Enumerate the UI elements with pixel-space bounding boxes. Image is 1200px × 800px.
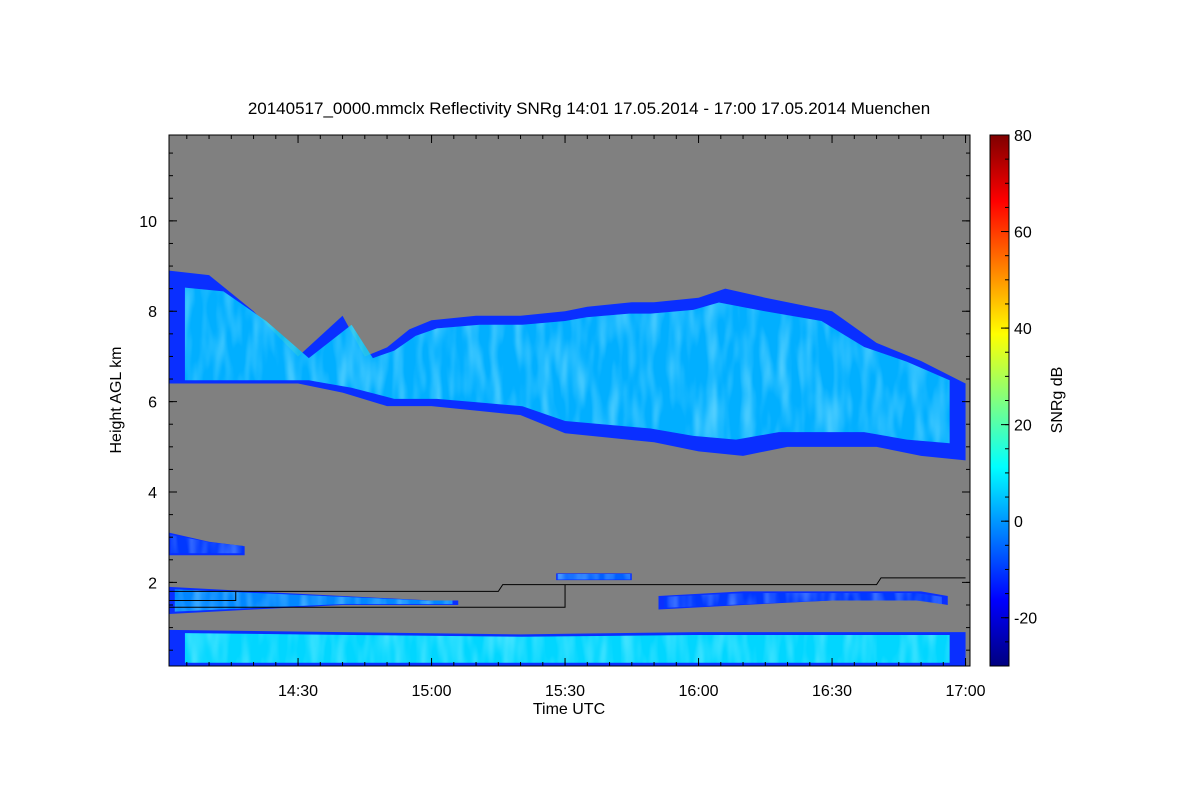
echo-texture-5	[184, 633, 950, 663]
colorbar-tick-label: 20	[1014, 418, 1032, 435]
x-tick-label: 16:00	[679, 683, 719, 700]
x-tick-label: 17:00	[946, 683, 986, 700]
plot-frame	[168, 134, 971, 667]
echo-region-5	[169, 629, 966, 666]
colorbar-tick-label: 0	[1014, 514, 1023, 531]
colorbar: -20 0 20 40 60 80 SNRg dB	[989, 128, 1066, 667]
chart-title: 20140517_0000.mmclx Reflectivity SNRg 14…	[248, 99, 930, 118]
colorbar-tick-label: -20	[1014, 611, 1037, 628]
x-tick-label: 16:30	[812, 683, 852, 700]
y-tick-label: 6	[148, 395, 157, 412]
overlay-line-2	[169, 584, 566, 608]
echo-texture-2	[664, 593, 942, 608]
x-tick-label: 14:30	[278, 683, 318, 700]
colorbar-tick-label: 60	[1014, 225, 1032, 242]
echo-region-3	[556, 573, 632, 581]
echo-region-4	[169, 532, 245, 556]
x-axis-label: Time UTC	[533, 701, 605, 718]
y-tick-label: 8	[148, 304, 157, 321]
x-tick-label: 15:00	[412, 683, 452, 700]
echo-region-2	[658, 591, 948, 610]
echo-texture-0	[184, 287, 950, 444]
colorbar-tick-label: 40	[1014, 321, 1032, 338]
plot-area	[168, 134, 971, 667]
echo-region-0	[169, 270, 966, 461]
colorbar-label: SNRg dB	[1049, 367, 1066, 434]
colorbar-tick-label: 80	[1014, 128, 1032, 145]
y-tick-label: 2	[148, 575, 157, 592]
y-tick-label: 10	[139, 214, 157, 231]
echo-texture-1	[174, 589, 453, 612]
x-tick-label: 15:30	[545, 683, 585, 700]
y-axis-label: Height AGL km	[108, 346, 125, 453]
overlay-line-0	[169, 577, 966, 592]
overlay-line-1	[169, 591, 237, 601]
echo-texture-3	[557, 573, 631, 580]
echo-texture-4	[170, 534, 244, 554]
y-tick-label: 4	[148, 485, 157, 502]
